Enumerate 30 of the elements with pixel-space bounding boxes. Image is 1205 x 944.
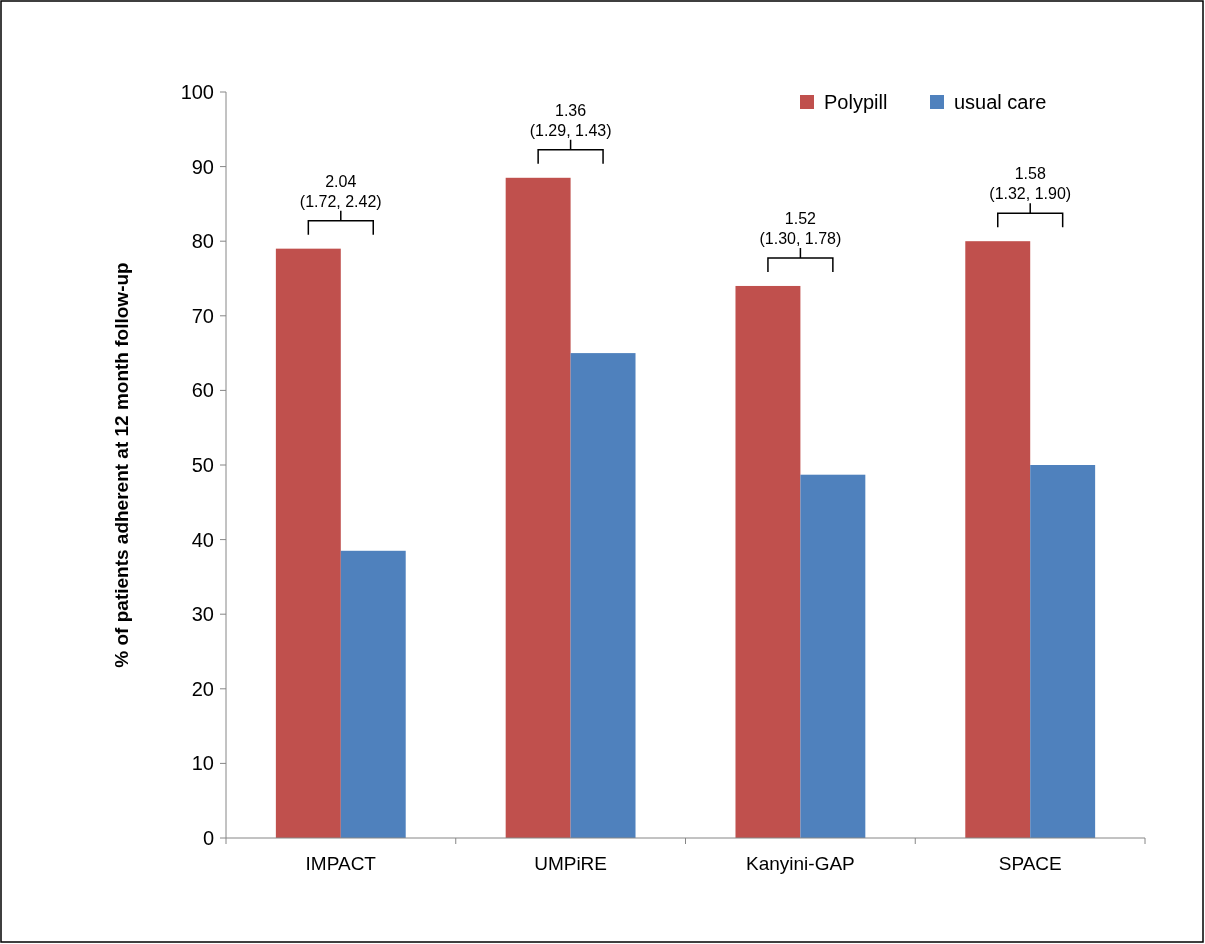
y-tick-label: 10 bbox=[191, 752, 214, 775]
bar bbox=[800, 474, 866, 838]
annotation: 1.52 (1.30, 1.78) bbox=[759, 209, 842, 247]
y-tick-label: 60 bbox=[191, 379, 214, 402]
legend-label: Polypill bbox=[824, 91, 888, 113]
bar bbox=[735, 285, 801, 838]
bar bbox=[570, 353, 636, 838]
y-tick-label: 80 bbox=[191, 230, 214, 253]
bar bbox=[965, 241, 1031, 838]
x-tick-label: UMPiRE bbox=[534, 853, 608, 874]
y-tick-label: 100 bbox=[180, 81, 214, 103]
y-axis-title: % of patients adherent at 12 month follow-up bbox=[111, 262, 132, 668]
legend-label: usual care bbox=[954, 91, 1047, 113]
annotation: 1.58 (1.32, 1.90) bbox=[989, 165, 1072, 203]
bar bbox=[275, 248, 341, 838]
y-tick-label: 70 bbox=[191, 304, 214, 327]
y-tick-label: 30 bbox=[191, 603, 214, 626]
y-tick-label: 40 bbox=[191, 528, 214, 551]
y-tick-label: 20 bbox=[191, 677, 214, 700]
y-tick-label: 50 bbox=[191, 454, 214, 476]
x-tick-label: IMPACT bbox=[305, 853, 377, 874]
x-tick-label: SPACE bbox=[998, 853, 1062, 874]
bar bbox=[505, 177, 571, 838]
x-tick-label: Kanyini-GAP bbox=[746, 853, 855, 874]
bar bbox=[1030, 465, 1096, 838]
y-tick-label: 0 bbox=[202, 827, 214, 849]
annotation: 2.04 (1.72, 2.42) bbox=[299, 172, 382, 210]
annotation: 1.36 (1.29, 1.43) bbox=[529, 101, 612, 139]
bar bbox=[340, 550, 406, 838]
y-tick-label: 90 bbox=[191, 155, 214, 178]
